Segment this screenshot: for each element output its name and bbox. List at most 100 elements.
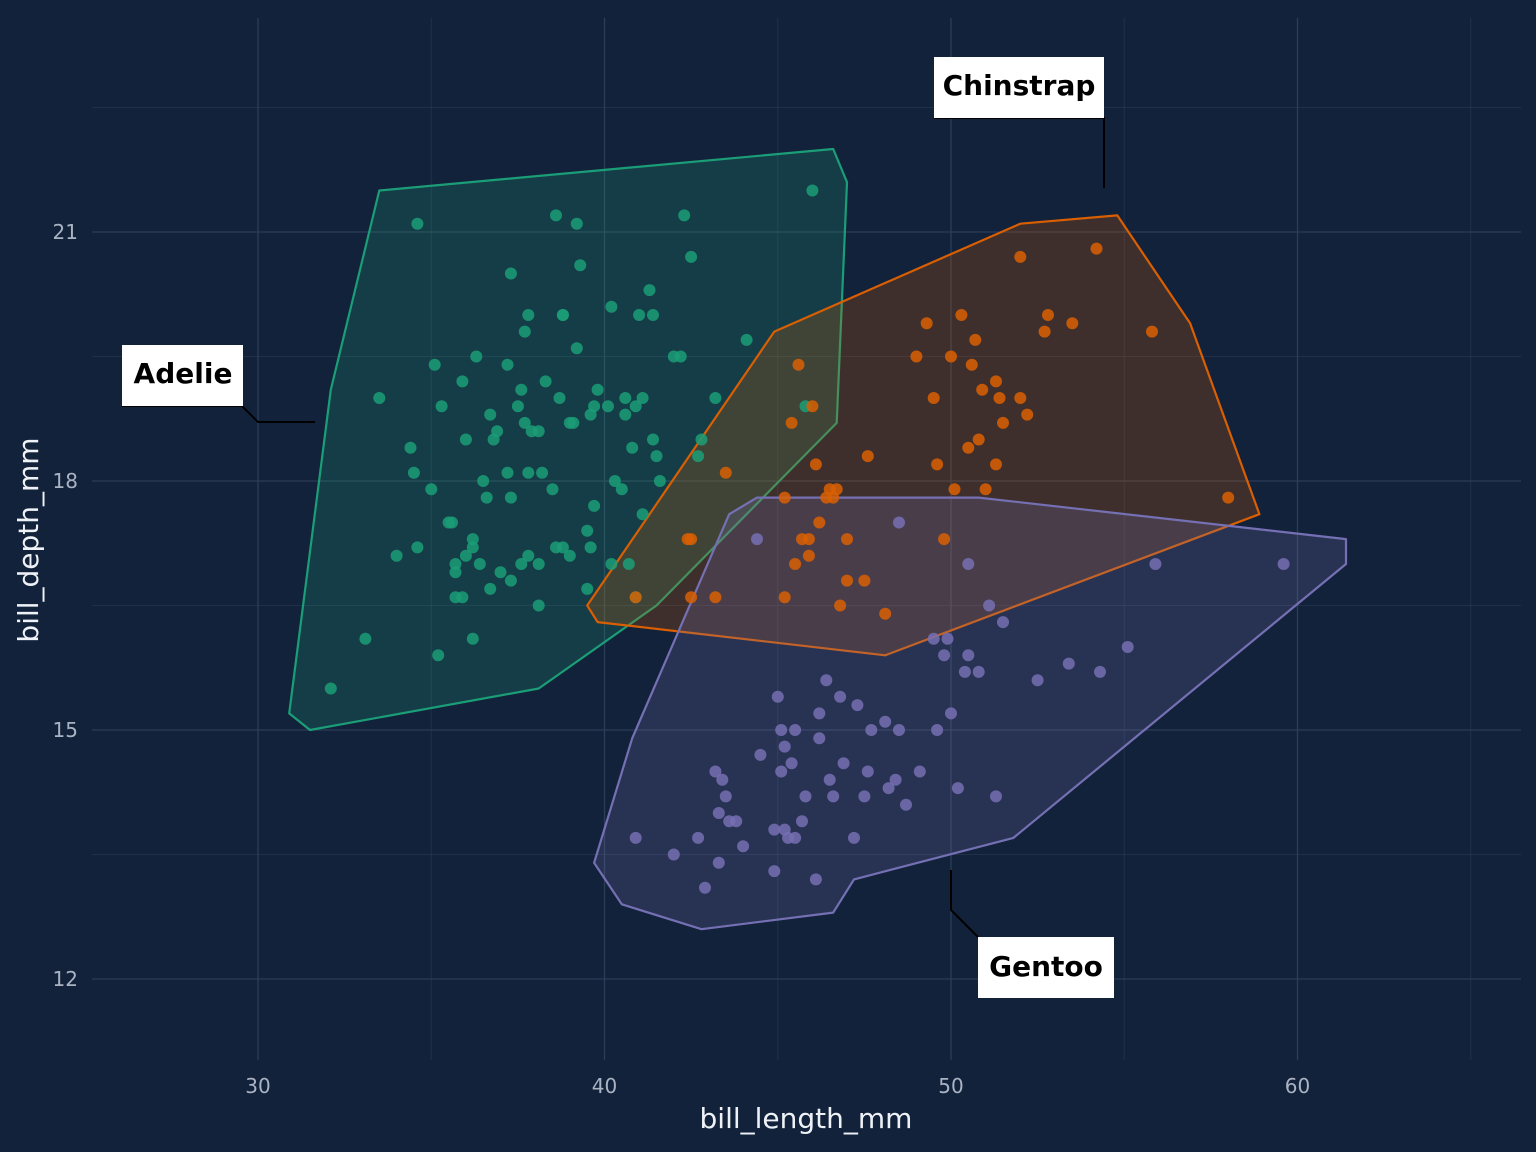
point-adelie xyxy=(633,309,646,321)
point-gentoo xyxy=(834,690,847,703)
grid-minor xyxy=(92,18,1521,1060)
point-gentoo xyxy=(730,815,743,828)
point-chinstrap xyxy=(990,458,1002,471)
point-chinstrap xyxy=(785,416,798,429)
point-adelie xyxy=(584,541,597,554)
point-adelie xyxy=(511,400,524,413)
point-adelie xyxy=(480,491,493,504)
hull-gentoo xyxy=(592,496,1348,931)
point-adelie xyxy=(553,392,566,404)
point-gentoo xyxy=(716,773,729,786)
point-adelie xyxy=(653,475,666,487)
point-adelie xyxy=(456,591,469,604)
point-chinstrap xyxy=(1038,325,1051,338)
callout-chinstrap: Chinstrap xyxy=(934,57,1105,188)
point-chinstrap xyxy=(948,483,961,496)
point-adelie xyxy=(404,441,417,454)
point-adelie xyxy=(619,408,632,421)
point-gentoo xyxy=(941,632,954,645)
point-gentoo xyxy=(768,865,781,878)
point-gentoo xyxy=(1149,558,1162,570)
point-adelie xyxy=(449,558,462,570)
point-layer xyxy=(324,184,1290,894)
point-chinstrap xyxy=(806,400,819,413)
point-gentoo xyxy=(837,757,850,770)
point-gentoo xyxy=(861,765,874,778)
point-chinstrap xyxy=(709,591,722,604)
point-gentoo xyxy=(962,649,975,662)
point-adelie xyxy=(446,516,458,529)
point-chinstrap xyxy=(976,383,989,396)
point-gentoo xyxy=(900,798,912,811)
point-gentoo xyxy=(1277,558,1290,570)
point-adelie xyxy=(556,541,569,554)
point-chinstrap xyxy=(802,533,815,546)
point-adelie xyxy=(449,566,462,579)
point-adelie xyxy=(650,450,663,463)
point-gentoo xyxy=(820,674,833,687)
point-adelie xyxy=(432,649,445,662)
point-gentoo xyxy=(927,632,940,645)
point-adelie xyxy=(459,549,472,562)
point-gentoo xyxy=(699,881,711,894)
point-chinstrap xyxy=(778,591,791,604)
point-chinstrap xyxy=(931,458,944,471)
point-gentoo xyxy=(848,831,860,844)
point-chinstrap xyxy=(969,333,982,346)
point-adelie xyxy=(484,582,497,595)
series-gentoo xyxy=(629,516,1290,894)
point-gentoo xyxy=(997,616,1009,629)
y-tick-label: 21 xyxy=(53,220,78,244)
point-adelie xyxy=(484,408,497,421)
point-adelie xyxy=(435,400,448,413)
point-gentoo xyxy=(931,724,944,736)
point-adelie xyxy=(501,466,514,479)
point-adelie xyxy=(522,309,535,321)
y-tick-label: 15 xyxy=(53,718,78,742)
point-adelie xyxy=(515,383,528,396)
point-adelie xyxy=(563,549,576,562)
point-gentoo xyxy=(865,724,878,736)
point-adelie xyxy=(407,466,420,479)
point-adelie xyxy=(411,217,424,230)
point-chinstrap xyxy=(972,433,985,446)
point-adelie xyxy=(518,416,531,429)
point-adelie xyxy=(678,209,691,222)
point-chinstrap xyxy=(910,350,923,363)
point-adelie xyxy=(359,632,372,645)
point-adelie xyxy=(674,350,687,363)
point-gentoo xyxy=(785,757,798,770)
point-gentoo xyxy=(775,765,788,778)
point-gentoo xyxy=(789,724,802,736)
point-chinstrap xyxy=(1014,250,1027,263)
x-tick-label: 40 xyxy=(592,1074,617,1098)
point-adelie xyxy=(390,549,403,562)
point-chinstrap xyxy=(1021,408,1034,421)
point-adelie xyxy=(459,433,472,446)
point-chinstrap xyxy=(1146,325,1158,338)
point-chinstrap xyxy=(841,533,853,546)
point-adelie xyxy=(591,383,604,396)
point-chinstrap xyxy=(778,491,791,504)
point-adelie xyxy=(539,375,552,388)
point-gentoo xyxy=(882,782,895,795)
point-gentoo xyxy=(958,665,971,678)
point-adelie xyxy=(740,333,753,346)
point-chinstrap xyxy=(834,599,847,612)
point-gentoo xyxy=(751,533,763,546)
hull-chinstrap xyxy=(586,214,1261,657)
callout-label-gentoo: Gentoo xyxy=(989,950,1103,983)
y-tick-labels: 12 15 18 21 xyxy=(53,220,78,991)
point-gentoo xyxy=(913,765,926,778)
point-gentoo xyxy=(1062,657,1075,670)
point-adelie xyxy=(522,466,535,479)
point-gentoo xyxy=(771,690,784,703)
point-chinstrap xyxy=(1090,242,1103,255)
x-tick-label: 50 xyxy=(938,1074,963,1098)
point-gentoo xyxy=(990,790,1002,803)
point-gentoo xyxy=(951,782,964,795)
point-adelie xyxy=(685,250,698,263)
point-chinstrap xyxy=(993,392,1006,404)
callout-box-gentoo xyxy=(978,937,1114,998)
